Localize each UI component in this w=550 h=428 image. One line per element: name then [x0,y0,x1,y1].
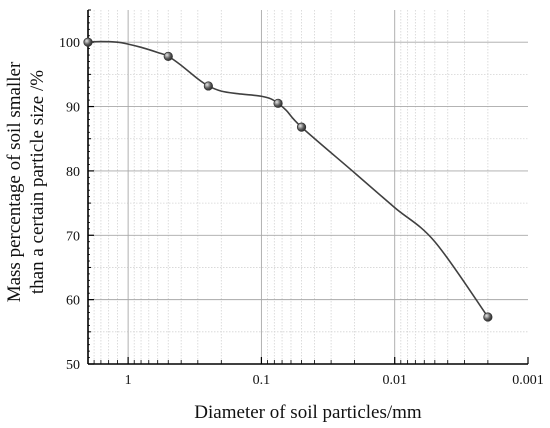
y-tick-label: 100 [59,36,80,51]
x-axis-title: Diameter of soil particles/mm [194,402,422,423]
gradation-curve [87,40,489,318]
y-tick-label: 70 [66,229,80,244]
x-tick-label: 1 [125,373,132,388]
y-tick-label: 50 [66,358,80,373]
data-points [83,37,493,322]
x-tick-label: 0.1 [253,373,271,388]
data-point [163,51,173,61]
y-axis-title-line2: than a certain particle size /% [27,70,48,294]
y-tick-label: 60 [66,294,80,309]
data-point [203,81,213,91]
x-tick-label: 0.01 [382,373,407,388]
y-axis-title-line1: Mass percentage of soil smaller [4,61,25,302]
data-point [273,98,283,108]
x-tick-labels: 1 0.1 0.01 0.001 [125,373,544,388]
data-point [483,312,493,322]
data-point [296,122,307,132]
y-tick-label: 80 [66,165,80,180]
data-point [83,37,93,47]
axes [87,10,528,365]
y-tick-labels: 50 60 70 80 90 100 [59,36,80,373]
grid-lines [88,10,528,364]
x-tick-label: 0.001 [512,373,544,388]
tick-marks [88,9,529,365]
y-tick-label: 90 [66,101,80,116]
